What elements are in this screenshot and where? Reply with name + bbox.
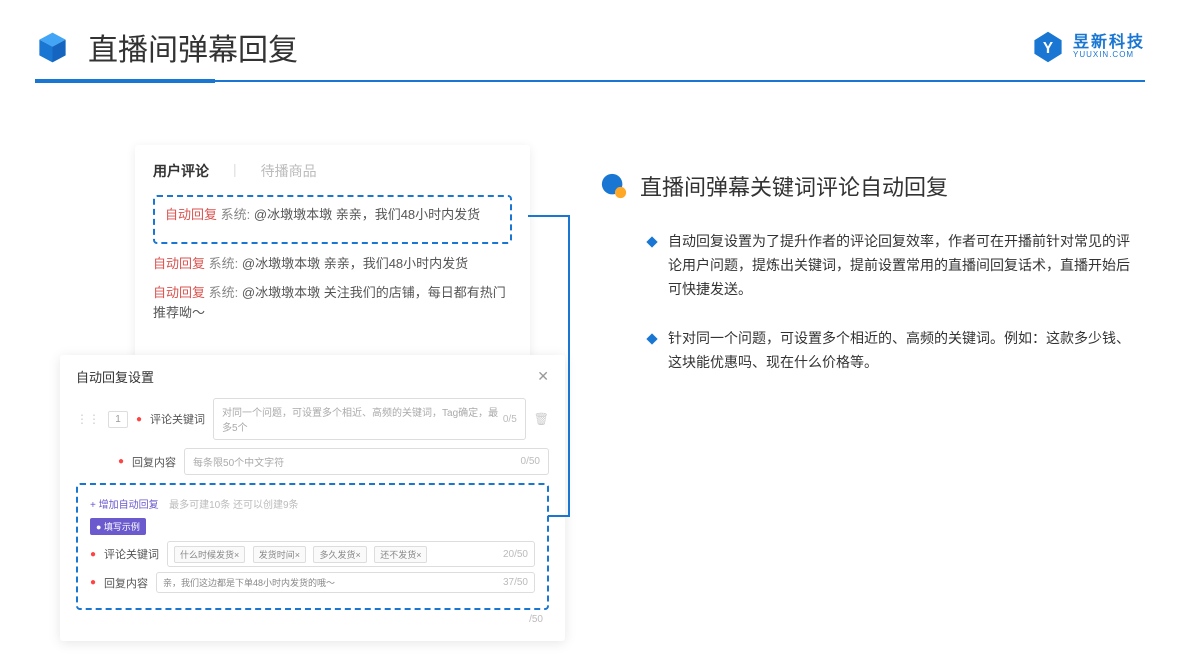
page-header: 直播间弹幕回复 Y 昱新科技 YUUXIN.COM <box>35 25 1145 69</box>
connector-line <box>548 515 570 517</box>
chat-bubble-icon <box>600 172 628 200</box>
header-divider <box>35 80 1145 82</box>
diamond-icon <box>646 334 657 345</box>
section-title: 直播间弹幕关键词评论自动回复 <box>640 170 948 202</box>
keyword-label: 评论关键词 <box>104 546 159 562</box>
drag-icon[interactable]: ⋮⋮ <box>76 412 100 426</box>
example-badge: ● 填写示例 <box>90 518 146 535</box>
example-section: + 增加自动回复 最多可建10条 还可以创建9条 ● 填写示例 ● 评论关键词 … <box>76 483 549 610</box>
char-counter: 20/50 <box>503 549 528 560</box>
reply-item: 自动回复 系统: @冰墩墩本墩 关注我们的店铺，每日都有热门推荐呦～ <box>153 283 512 325</box>
reply-item: 自动回复 系统: @冰墩墩本墩 亲亲，我们48小时内发货 <box>153 254 512 275</box>
settings-title: 自动回复设置 <box>76 367 154 386</box>
tab-products[interactable]: 待播商品 <box>261 161 317 181</box>
brand-icon: Y <box>1031 30 1065 64</box>
header-left: 直播间弹幕回复 <box>35 25 298 69</box>
example-keyword-row: ● 评论关键词 什么时候发货× 发货时间× 多久发货× 还不发货× 20/50 <box>90 541 535 567</box>
placeholder-text: 对同一个问题，可设置多个相近、高频的关键词，Tag确定，最多5个 <box>222 404 503 434</box>
required-dot: ● <box>90 549 96 560</box>
auto-reply-tag: 自动回复 <box>153 256 205 271</box>
add-reply-link[interactable]: + 增加自动回复 <box>90 496 159 511</box>
tag-chip[interactable]: 发货时间× <box>253 546 306 563</box>
required-dot: ● <box>136 414 142 425</box>
add-hint: 最多可建10条 还可以创建9条 <box>169 500 298 511</box>
delete-icon[interactable]: 🗑 <box>534 412 549 426</box>
svg-text:Y: Y <box>1043 40 1053 57</box>
connector-line <box>528 215 570 217</box>
required-dot: ● <box>118 456 124 467</box>
connector-line <box>568 215 570 517</box>
bullet-text: 针对同一个问题，可设置多个相近的、高频的关键词。例如：这款多少钱、这块能优惠吗、… <box>668 327 1140 375</box>
highlighted-reply: 自动回复 系统: @冰墩墩本墩 亲亲，我们48小时内发货 <box>153 195 512 244</box>
example-keyword-input[interactable]: 什么时候发货× 发货时间× 多久发货× 还不发货× 20/50 <box>167 541 535 567</box>
brand-name-en: YUUXIN.COM <box>1073 51 1145 59</box>
tag-chip[interactable]: 多久发货× <box>313 546 366 563</box>
required-dot: ● <box>90 577 96 588</box>
keyword-input[interactable]: 对同一个问题，可设置多个相近、高频的关键词，Tag确定，最多5个 0/5 <box>213 398 526 440</box>
bullet-item: 自动回复设置为了提升作者的评论回复效率，作者可在开播前针对常见的评论用户问题，提… <box>648 230 1140 301</box>
comments-panel: 用户评论 | 待播商品 自动回复 系统: @冰墩墩本墩 亲亲，我们48小时内发货… <box>135 145 530 372</box>
reply-text: @冰墩墩本墩 关注我们的店铺，每日都有热门推荐呦～ <box>153 285 506 321</box>
cube-icon <box>35 30 70 65</box>
example-content-input[interactable]: 亲，我们这边都是下单48小时内发货的哦～ 37/50 <box>156 572 535 593</box>
close-icon[interactable]: ✕ <box>537 368 549 385</box>
content-input[interactable]: 每条限50个中文字符 0/50 <box>184 448 549 475</box>
bullet-item: 针对同一个问题，可设置多个相近的、高频的关键词。例如：这款多少钱、这块能优惠吗、… <box>648 327 1140 375</box>
reply-item: 自动回复 系统: @冰墩墩本墩 亲亲，我们48小时内发货 <box>165 205 500 226</box>
tag-chip[interactable]: 什么时候发货× <box>174 546 245 563</box>
tab-comments[interactable]: 用户评论 <box>153 161 209 181</box>
content-label: 回复内容 <box>104 575 148 591</box>
section-title-row: 直播间弹幕关键词评论自动回复 <box>600 170 1140 202</box>
add-row: + 增加自动回复 最多可建10条 还可以创建9条 <box>90 495 535 517</box>
auto-reply-tag: 自动回复 <box>153 285 205 300</box>
tab-separator: | <box>233 161 237 181</box>
settings-panel: 自动回复设置 ✕ ⋮⋮ 1 ● 评论关键词 对同一个问题，可设置多个相近、高频的… <box>60 355 565 641</box>
system-label: 系统: <box>221 207 251 222</box>
settings-header: 自动回复设置 ✕ <box>76 367 549 386</box>
bullet-list: 自动回复设置为了提升作者的评论回复效率，作者可在开播前针对常见的评论用户问题，提… <box>648 230 1140 375</box>
tag-chip[interactable]: 还不发货× <box>374 546 427 563</box>
keyword-label: 评论关键词 <box>150 411 205 427</box>
brand-name-cn: 昱新科技 <box>1073 35 1145 51</box>
page-title: 直播间弹幕回复 <box>88 25 298 69</box>
content-row: ● 回复内容 每条限50个中文字符 0/50 <box>76 448 549 475</box>
tabs: 用户评论 | 待播商品 <box>153 161 512 181</box>
keyword-row: ⋮⋮ 1 ● 评论关键词 对同一个问题，可设置多个相近、高频的关键词，Tag确定… <box>76 398 549 440</box>
auto-reply-tag: 自动回复 <box>165 207 217 222</box>
example-content-text: 亲，我们这边都是下单48小时内发货的哦～ <box>163 576 335 589</box>
system-label: 系统: <box>209 256 239 271</box>
brand-logo: Y 昱新科技 YUUXIN.COM <box>1031 30 1145 64</box>
brand-text: 昱新科技 YUUXIN.COM <box>1073 35 1145 59</box>
description-section: 直播间弹幕关键词评论自动回复 自动回复设置为了提升作者的评论回复效率，作者可在开… <box>600 170 1140 401</box>
reply-text: @冰墩墩本墩 亲亲，我们48小时内发货 <box>254 207 480 222</box>
char-counter: 0/50 <box>521 456 540 467</box>
reply-text: @冰墩墩本墩 亲亲，我们48小时内发货 <box>242 256 468 271</box>
outer-counter: /50 <box>76 610 549 625</box>
placeholder-text: 每条限50个中文字符 <box>193 454 284 469</box>
diamond-icon <box>646 236 657 247</box>
row-number: 1 <box>108 411 128 428</box>
tag-list: 什么时候发货× 发货时间× 多久发货× 还不发货× <box>174 545 430 563</box>
char-counter: 37/50 <box>503 577 528 588</box>
char-counter: 0/5 <box>503 414 517 425</box>
bullet-text: 自动回复设置为了提升作者的评论回复效率，作者可在开播前针对常见的评论用户问题，提… <box>668 230 1140 301</box>
content-label: 回复内容 <box>132 454 176 470</box>
example-content-row: ● 回复内容 亲，我们这边都是下单48小时内发货的哦～ 37/50 <box>90 572 535 593</box>
system-label: 系统: <box>209 285 239 300</box>
